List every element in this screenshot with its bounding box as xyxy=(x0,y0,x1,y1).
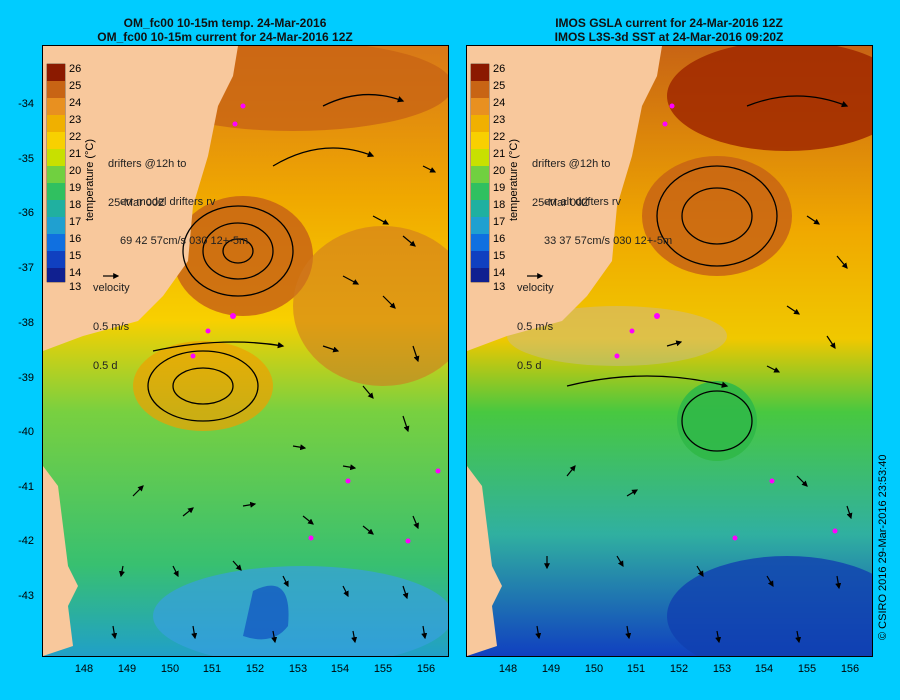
left-drifters-line2: 25-Mar 00Z xyxy=(108,197,165,209)
cb2-tick-14: 14 xyxy=(493,267,505,279)
cb2-tick-26: 26 xyxy=(493,63,505,75)
right-title: IMOS GSLA current for 24-Mar-2016 12Z IM… xyxy=(454,16,884,44)
cb-tick-25: 25 xyxy=(69,80,81,92)
x-tick-label: 149 xyxy=(541,663,561,675)
left-err-line1: err model drifters rv xyxy=(120,196,216,208)
left-title: OM_fc00 10-15m temp. 24-Mar-2016 OM_fc00… xyxy=(10,16,440,44)
right-err-line2: 33 37 57cm/s 030 12+-5m xyxy=(544,235,673,247)
right-velocity-label: velocity xyxy=(517,282,554,294)
x-tick-label: 151 xyxy=(202,663,222,675)
x-tick-label: 155 xyxy=(797,663,817,675)
colorbar2-label: temperature (°C) xyxy=(508,139,520,221)
x-tick-label: 153 xyxy=(712,663,732,675)
cb-tick-13: 13 xyxy=(69,281,81,293)
right-map[interactable]: 26 25 24 23 22 21 20 19 18 17 16 15 14 1… xyxy=(466,45,873,657)
cb-tick-22: 22 xyxy=(69,131,81,143)
left-velocity-legend: velocity 0.5 m/s 0.5 d xyxy=(93,256,130,399)
colorbar-label: temperature (°C) xyxy=(84,139,96,221)
x-tick-label: 156 xyxy=(416,663,436,675)
right-velocity-legend: velocity 0.5 m/s 0.5 d xyxy=(517,256,554,399)
x-tick-label: 148 xyxy=(74,663,94,675)
cb2-tick-19: 19 xyxy=(493,182,505,194)
cb-tick-15: 15 xyxy=(69,250,81,262)
left-err-line2: 69 42 57cm/s 030 12+-5m xyxy=(120,235,249,247)
left-err-text: err model drifters rv 69 42 57cm/s 030 1… xyxy=(120,170,248,274)
right-velocity-speed: 0.5 m/s xyxy=(517,321,554,333)
cb2-tick-22: 22 xyxy=(493,131,505,143)
cb-tick-21: 21 xyxy=(69,148,81,160)
cb-tick-17: 17 xyxy=(69,216,81,228)
cb2-tick-21: 21 xyxy=(493,148,505,160)
cb-tick-16: 16 xyxy=(69,233,81,245)
cb-tick-18: 18 xyxy=(69,199,81,211)
cb2-tick-16: 16 xyxy=(493,233,505,245)
left-velocity-label: velocity xyxy=(93,282,130,294)
y-tick-label: -36 xyxy=(18,207,34,219)
cb-tick-20: 20 xyxy=(69,165,81,177)
y-tick-label: -37 xyxy=(18,262,34,274)
cb-tick-26: 26 xyxy=(69,63,81,75)
y-tick-label: -38 xyxy=(18,317,34,329)
right-velocity-time: 0.5 d xyxy=(517,360,542,372)
cb-tick-14: 14 xyxy=(69,267,81,279)
y-tick-label: -35 xyxy=(18,153,34,165)
left-velocity-speed: 0.5 m/s xyxy=(93,321,130,333)
x-tick-label: 154 xyxy=(754,663,774,675)
x-tick-label: 156 xyxy=(840,663,860,675)
left-velocity-time: 0.5 d xyxy=(93,360,118,372)
right-err-text: err alt drifters rv 33 37 57cm/s 030 12+… xyxy=(544,170,672,274)
x-tick-label: 151 xyxy=(626,663,646,675)
y-tick-label: -40 xyxy=(18,426,34,438)
left-drifters-line1: drifters @12h to xyxy=(108,158,187,170)
cb2-tick-13: 13 xyxy=(493,281,505,293)
left-title-line1: OM_fc00 10-15m temp. 24-Mar-2016 xyxy=(123,16,327,30)
x-tick-label: 152 xyxy=(245,663,265,675)
cb2-tick-24: 24 xyxy=(493,97,505,109)
cb2-tick-15: 15 xyxy=(493,250,505,262)
right-err-line1: err alt drifters rv xyxy=(544,196,622,208)
cb2-tick-18: 18 xyxy=(493,199,505,211)
y-tick-label: -41 xyxy=(18,481,34,493)
velocity-arrows-right xyxy=(527,215,853,644)
cb-tick-23: 23 xyxy=(69,114,81,126)
x-tick-label: 155 xyxy=(373,663,393,675)
drifter-markers-right xyxy=(614,103,838,541)
y-tick-label: -39 xyxy=(18,372,34,384)
x-tick-label: 149 xyxy=(117,663,137,675)
right-drifters-line1: drifters @12h to xyxy=(532,158,611,170)
y-tick-label: -42 xyxy=(18,535,34,547)
left-drifters-text: drifters @12h to 25-Mar 00Z xyxy=(108,132,186,236)
x-tick-label: 154 xyxy=(330,663,350,675)
cb2-tick-23: 23 xyxy=(493,114,505,126)
x-tick-label: 150 xyxy=(584,663,604,675)
right-drifters-text: drifters @12h to 25-Mar 00Z xyxy=(532,132,610,236)
cb-tick-19: 19 xyxy=(69,182,81,194)
x-tick-label: 152 xyxy=(669,663,689,675)
velocity-arrows xyxy=(103,165,437,644)
right-title-line1: IMOS GSLA current for 24-Mar-2016 12Z xyxy=(555,16,783,30)
cb2-tick-17: 17 xyxy=(493,216,505,228)
eddy-streamlines xyxy=(147,93,405,422)
cb2-tick-25: 25 xyxy=(493,80,505,92)
left-title-line2: OM_fc00 10-15m current for 24-Mar-2016 1… xyxy=(97,30,353,44)
y-tick-label: -43 xyxy=(18,590,34,602)
drifter-markers xyxy=(190,103,441,544)
eddy-streamlines-right xyxy=(566,95,849,452)
copyright-credit: © CSIRO 2016 29-Mar-2016 23:53:40 xyxy=(877,454,889,640)
left-map[interactable]: 26 25 24 23 22 21 20 19 18 17 16 15 14 1… xyxy=(42,45,449,657)
cb-tick-24: 24 xyxy=(69,97,81,109)
x-tick-label: 153 xyxy=(288,663,308,675)
y-tick-label: -34 xyxy=(18,98,34,110)
right-title-line2: IMOS L3S-3d SST at 24-Mar-2016 09:20Z xyxy=(554,30,784,44)
cb2-tick-20: 20 xyxy=(493,165,505,177)
right-drifters-line2: 25-Mar 00Z xyxy=(532,197,589,209)
x-tick-label: 148 xyxy=(498,663,518,675)
x-tick-label: 150 xyxy=(160,663,180,675)
